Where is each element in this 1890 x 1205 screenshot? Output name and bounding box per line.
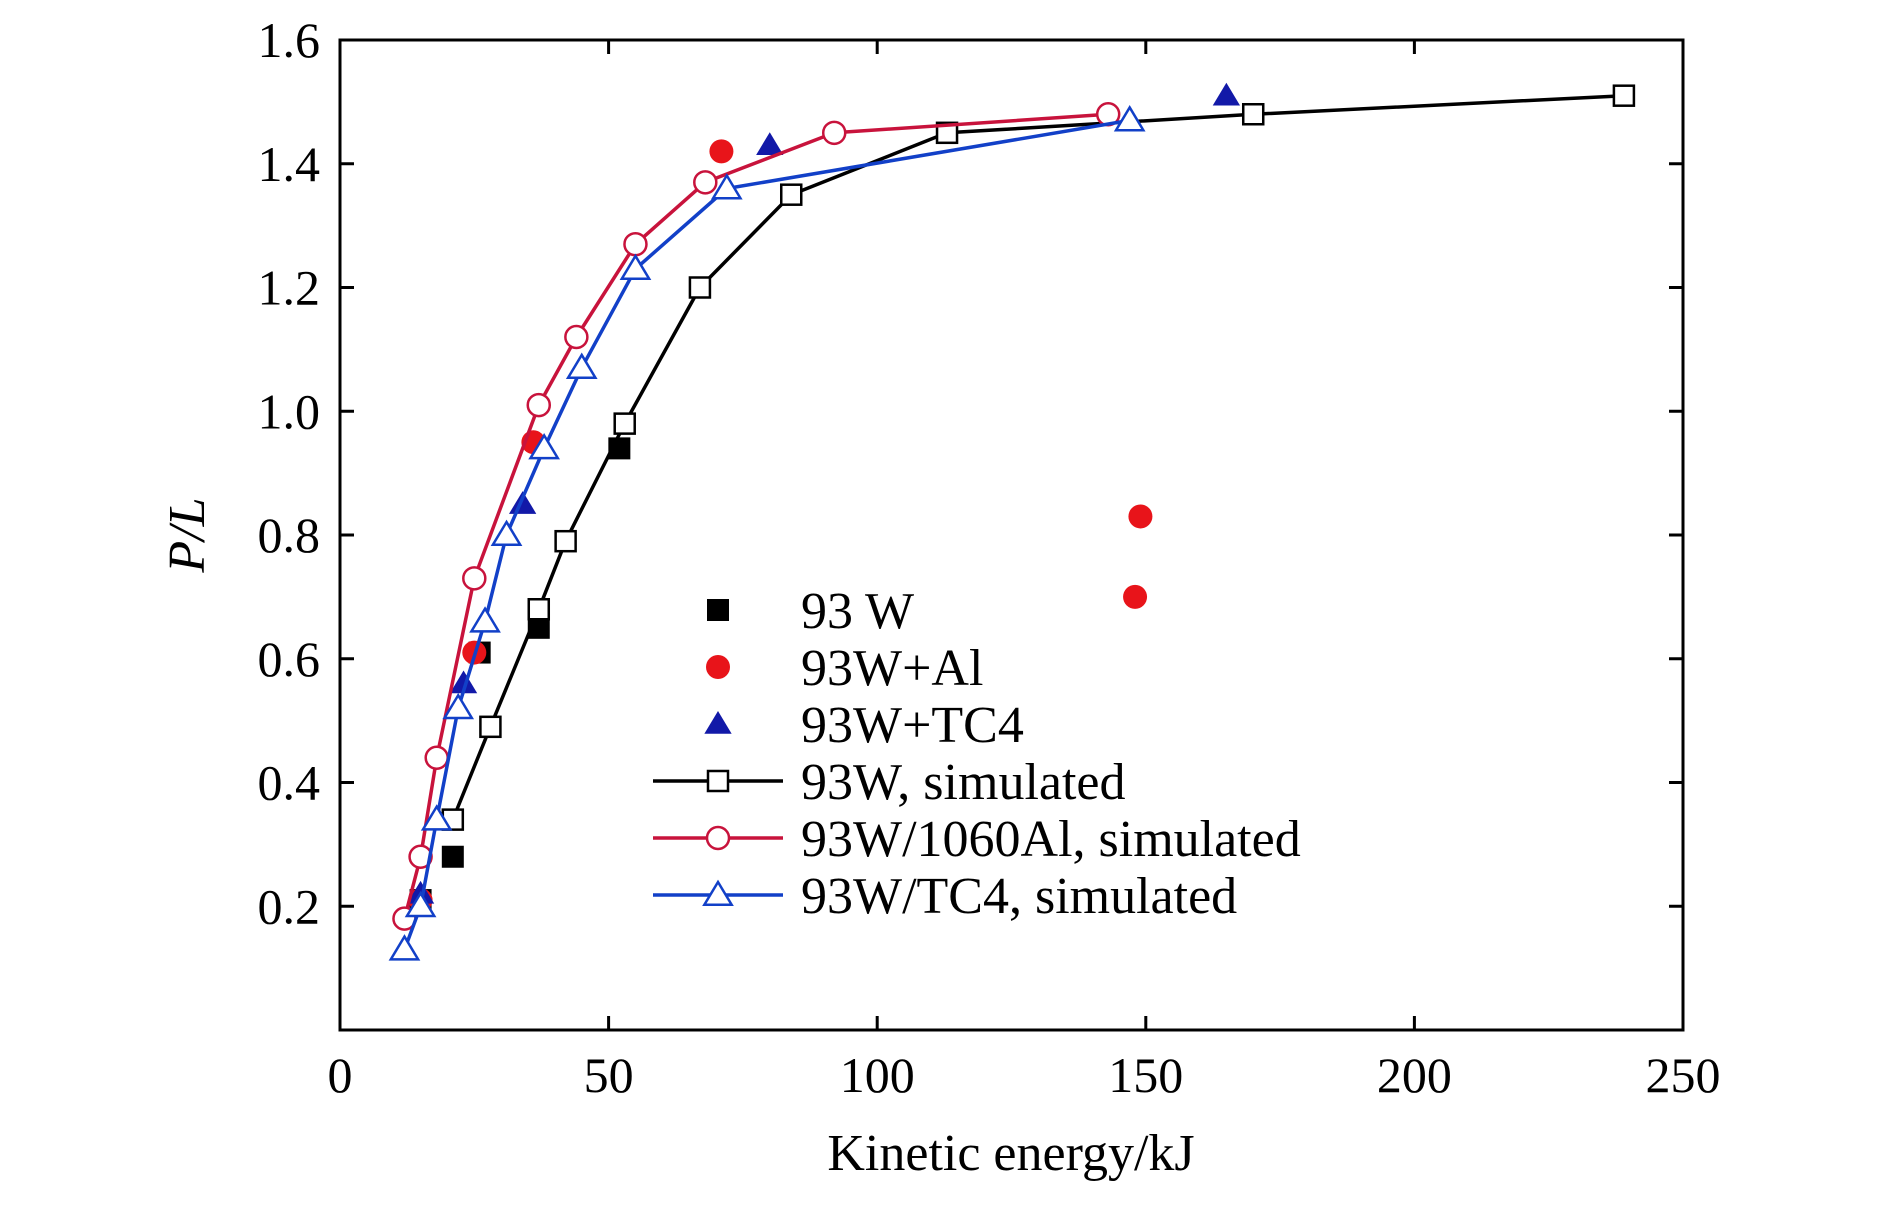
data-point: [528, 432, 560, 460]
series-layer: [388, 82, 1636, 961]
data-point: [554, 529, 577, 553]
legend-label: 93W+TC4: [801, 697, 1024, 754]
data-point: [779, 183, 803, 206]
x-tick-label: 100: [840, 1047, 915, 1103]
data-point: [1123, 584, 1148, 609]
legend-item: 93 W: [707, 583, 914, 640]
data-point: [479, 715, 502, 739]
x-tick-label: 250: [1646, 1047, 1721, 1103]
series-line: [451, 93, 1624, 821]
data-point: [693, 170, 718, 195]
legend-label: 93W/1060Al, simulated: [801, 811, 1301, 868]
data-point: [756, 132, 784, 155]
y-tick-label: 1.2: [258, 260, 321, 316]
data-point: [442, 692, 475, 720]
data-point: [565, 352, 598, 379]
y-axis-title: P/L: [159, 497, 216, 573]
data-point: [564, 324, 589, 350]
x-tick-label: 200: [1377, 1047, 1452, 1103]
y-tick-label: 1.4: [258, 136, 321, 192]
legend-item: 93W/TC4, simulated: [653, 868, 1237, 925]
legend-label: 93 W: [801, 583, 914, 640]
y-tick-label: 1.0: [258, 383, 321, 439]
data-point: [821, 120, 847, 146]
data-point: [1612, 84, 1636, 107]
legend-marker: [706, 655, 730, 679]
data-point: [710, 173, 743, 200]
data-point: [1241, 103, 1265, 126]
data-point: [388, 934, 421, 961]
legend-item: 93W/1060Al, simulated: [653, 811, 1301, 868]
y-tick-label: 0.6: [258, 631, 321, 687]
series-5: [388, 105, 1146, 961]
axis-ticks: 0 50 100 150 200 250 0.2 0.4 0.6 0.8 1.0 1.2 1.4 1.6: [258, 12, 1721, 1103]
y-tick-label: 0.2: [258, 878, 321, 934]
legend-label: 93W/TC4, simulated: [801, 868, 1237, 925]
legend-marker: [706, 769, 730, 793]
data-point: [935, 121, 959, 145]
legend-marker: [707, 599, 729, 621]
data-point: [619, 253, 652, 280]
x-tick-label: 0: [328, 1047, 353, 1103]
legend-item: 93W+TC4: [704, 697, 1024, 754]
data-point: [420, 804, 453, 831]
y-tick-label: 0.8: [258, 507, 321, 563]
legend-label: 93W, simulated: [801, 754, 1126, 811]
data-point: [527, 598, 551, 621]
legend-marker: [702, 879, 734, 906]
data-point: [709, 139, 734, 164]
legend-item: 93W, simulated: [653, 754, 1126, 811]
data-point: [508, 491, 537, 514]
x-axis-title: Kinetic energy/kJ: [827, 1125, 1194, 1182]
data-point: [441, 845, 464, 868]
data-point: [1128, 504, 1153, 529]
legend-marker: [704, 711, 732, 734]
data-point: [1113, 105, 1146, 132]
x-tick-label: 50: [584, 1047, 634, 1103]
y-tick-label: 1.6: [258, 12, 321, 68]
series-3: [441, 84, 1636, 831]
data-point: [1212, 82, 1241, 106]
legend-marker: [705, 825, 731, 851]
legend-item: 93W+Al: [706, 640, 983, 697]
series-line: [402, 112, 1109, 920]
legend-label: 93W+Al: [801, 640, 983, 697]
y-tick-label: 0.4: [258, 755, 321, 811]
data-point: [424, 745, 449, 770]
data-point: [404, 890, 437, 918]
data-point: [469, 606, 501, 633]
series-4: [392, 102, 1121, 931]
data-point: [462, 566, 487, 591]
data-point: [623, 231, 648, 257]
data-point: [526, 392, 552, 418]
data-point: [613, 412, 636, 435]
data-point: [490, 519, 523, 546]
x-tick-label: 150: [1108, 1047, 1183, 1103]
data-point: [688, 276, 712, 299]
data-point: [449, 670, 478, 694]
